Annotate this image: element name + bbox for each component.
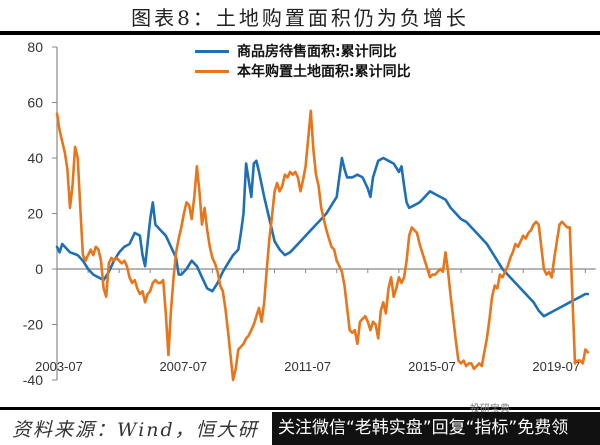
y-tick-label: 40: [27, 150, 43, 166]
series-line: [55, 156, 590, 318]
x-tick-label: 2019-07: [532, 359, 580, 374]
y-tick-label: 80: [27, 39, 43, 55]
series-line: [55, 109, 590, 382]
x-tick-label: 2015-07: [408, 359, 456, 374]
x-tick-label: 2007-07: [159, 359, 207, 374]
chart-legend: 商品房待售面积:累计同比 本年购置土地面积:累计同比: [195, 41, 411, 81]
watermark: 投研宝典: [470, 404, 510, 415]
chart-title: 图表8：土地购置面积仍为负增长: [131, 6, 469, 30]
promo-banner: 关注微信“老韩实盘”回复“指标”免费领: [272, 412, 600, 445]
legend-swatch-blue: [195, 49, 229, 53]
y-tick-label: 20: [27, 206, 43, 222]
legend-item-land: 本年购置土地面积:累计同比: [195, 61, 411, 81]
top-divider: [0, 31, 600, 35]
chart-series: [55, 109, 590, 382]
legend-item-inventory: 商品房待售面积:累计同比: [195, 41, 411, 61]
legend-label: 商品房待售面积:累计同比: [237, 44, 397, 60]
source-note: 资料来源：Wind，恒大研: [12, 419, 259, 441]
x-tick-label: 2011-07: [284, 359, 331, 374]
y-tick-label: 0: [35, 261, 43, 277]
y-tick-label: -40: [23, 372, 43, 388]
y-tick-label: 60: [27, 95, 43, 111]
legend-label: 本年购置土地面积:累计同比: [237, 64, 411, 80]
x-tick-label: 2003-07: [35, 359, 83, 374]
y-tick-label: -20: [23, 317, 43, 333]
bottom-divider: [0, 407, 600, 410]
legend-swatch-orange: [195, 69, 229, 73]
